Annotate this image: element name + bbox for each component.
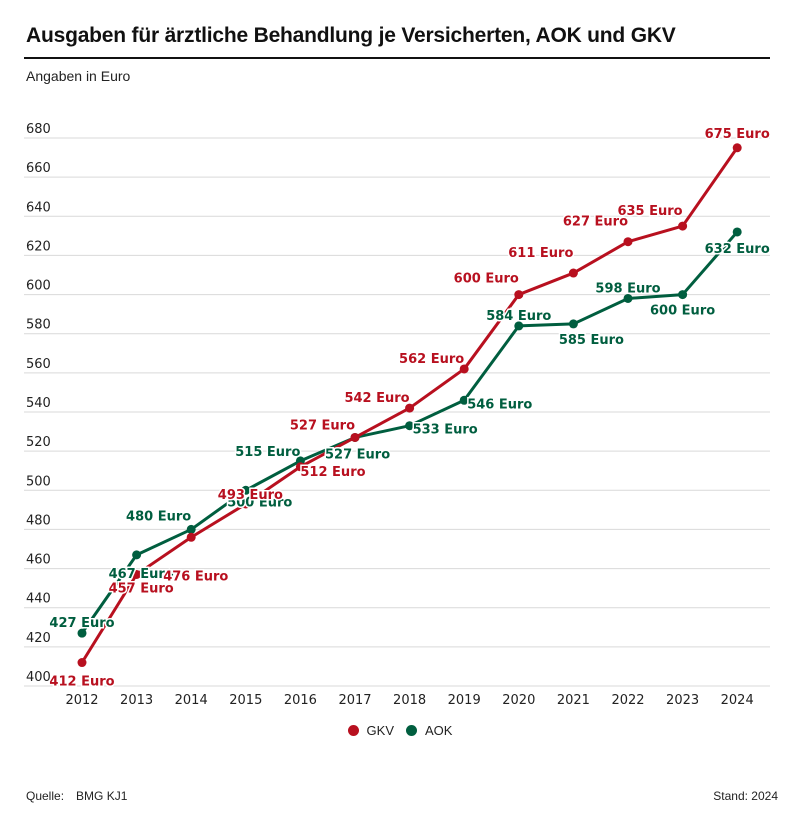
legend-dot-aok-icon [406, 725, 417, 736]
data-label-gkv: 542 Euro [344, 391, 409, 406]
data-label-gkv: 635 Euro [617, 204, 682, 219]
data-label-gkv: 527 Euro [290, 418, 355, 433]
x-tick-label: 2022 [611, 693, 644, 708]
y-tick-label: 500 [26, 474, 51, 489]
x-tick-label: 2020 [502, 693, 535, 708]
data-point-aok [568, 319, 578, 329]
y-tick-label: 480 [26, 513, 51, 528]
legend-label-gkv: GKV [366, 723, 394, 738]
data-point-gkv [459, 364, 469, 374]
data-label-aok: 546 Euro [467, 397, 532, 412]
y-tick-label: 460 [26, 553, 51, 568]
data-point-gkv [732, 143, 742, 153]
data-point-gkv [241, 499, 251, 509]
data-label-aok: 527 Euro [325, 447, 390, 462]
y-tick-label: 660 [26, 161, 51, 176]
data-point-aok [678, 290, 688, 300]
source-note: Quelle: BMG KJ1 [26, 789, 127, 803]
data-label-aok: 533 Euro [413, 423, 478, 438]
legend: GKV AOK [0, 723, 800, 738]
data-label-aok: 585 Euro [559, 333, 624, 348]
x-tick-label: 2013 [120, 693, 153, 708]
x-tick-label: 2021 [557, 693, 590, 708]
data-point-aok [241, 485, 251, 495]
legend-item-gkv[interactable]: GKV [347, 723, 394, 738]
source-value: BMG KJ1 [76, 789, 128, 803]
title-divider [24, 57, 770, 59]
x-tick-label: 2024 [721, 693, 754, 708]
data-point-gkv [186, 532, 196, 542]
data-point-gkv [623, 237, 633, 247]
data-point-gkv [678, 221, 688, 231]
x-tick-label: 2014 [175, 693, 208, 708]
data-label-aok: 427 Euro [49, 616, 114, 631]
data-label-gkv: 412 Euro [49, 675, 114, 690]
data-label-gkv: 562 Euro [399, 352, 464, 367]
data-label-aok: 584 Euro [486, 309, 551, 324]
y-tick-label: 600 [26, 279, 51, 294]
y-tick-label: 640 [26, 200, 51, 215]
data-point-gkv [350, 432, 360, 442]
x-tick-label: 2018 [393, 693, 426, 708]
data-label-gkv: 627 Euro [563, 215, 628, 230]
data-point-aok [186, 524, 196, 534]
y-tick-label: 400 [26, 670, 51, 685]
data-label-aok: 598 Euro [595, 281, 660, 296]
data-point-gkv [514, 290, 524, 300]
data-point-aok [459, 395, 469, 405]
y-tick-label: 540 [26, 396, 51, 411]
legend-item-aok[interactable]: AOK [406, 723, 452, 738]
x-tick-label: 2015 [229, 693, 262, 708]
y-tick-label: 580 [26, 318, 51, 333]
y-tick-label: 620 [26, 239, 51, 254]
data-point-aok [132, 550, 142, 560]
x-tick-label: 2019 [448, 693, 481, 708]
data-label-aok: 480 Euro [126, 509, 191, 524]
y-tick-label: 680 [26, 122, 51, 137]
data-label-aok: 500 Euro [227, 495, 292, 510]
data-label-gkv: 512 Euro [300, 465, 365, 480]
data-point-gkv [405, 403, 415, 413]
data-label-gkv: 600 Euro [454, 272, 519, 287]
data-point-gkv [132, 569, 142, 579]
data-point-aok [77, 628, 87, 638]
stand-note: Stand: 2024 [713, 789, 778, 803]
data-point-aok [732, 227, 742, 237]
data-label-gkv: 611 Euro [508, 246, 573, 261]
data-label-aok: 515 Euro [235, 445, 300, 460]
data-label-gkv: 493 Euro [218, 488, 283, 503]
chart-subtitle: Angaben in Euro [26, 68, 131, 84]
data-point-aok [623, 293, 633, 303]
data-label-aok: 632 Euro [705, 242, 770, 257]
data-point-gkv [568, 268, 578, 278]
x-tick-label: 2016 [284, 693, 317, 708]
y-tick-label: 520 [26, 435, 51, 450]
data-label-gkv: 476 Euro [163, 569, 228, 584]
data-label-aok: 467 Euro [109, 567, 174, 582]
y-tick-label: 560 [26, 357, 51, 372]
y-tick-label: 420 [26, 631, 51, 646]
data-point-gkv [77, 658, 87, 668]
x-tick-label: 2023 [666, 693, 699, 708]
x-tick-label: 2017 [338, 693, 371, 708]
data-label-gkv: 457 Euro [109, 581, 174, 596]
data-point-aok [514, 321, 524, 331]
source-label: Quelle: [26, 789, 65, 803]
y-tick-label: 440 [26, 592, 51, 607]
data-point-aok [405, 421, 415, 431]
legend-label-aok: AOK [425, 723, 453, 738]
data-point-gkv [295, 462, 305, 472]
legend-dot-gkv-icon [347, 725, 359, 736]
chart-title: Ausgaben für ärztliche Behandlung je Ver… [26, 24, 676, 47]
data-label-gkv: 675 Euro [705, 127, 770, 142]
x-tick-label: 2012 [65, 693, 98, 708]
data-label-aok: 600 Euro [650, 304, 715, 319]
